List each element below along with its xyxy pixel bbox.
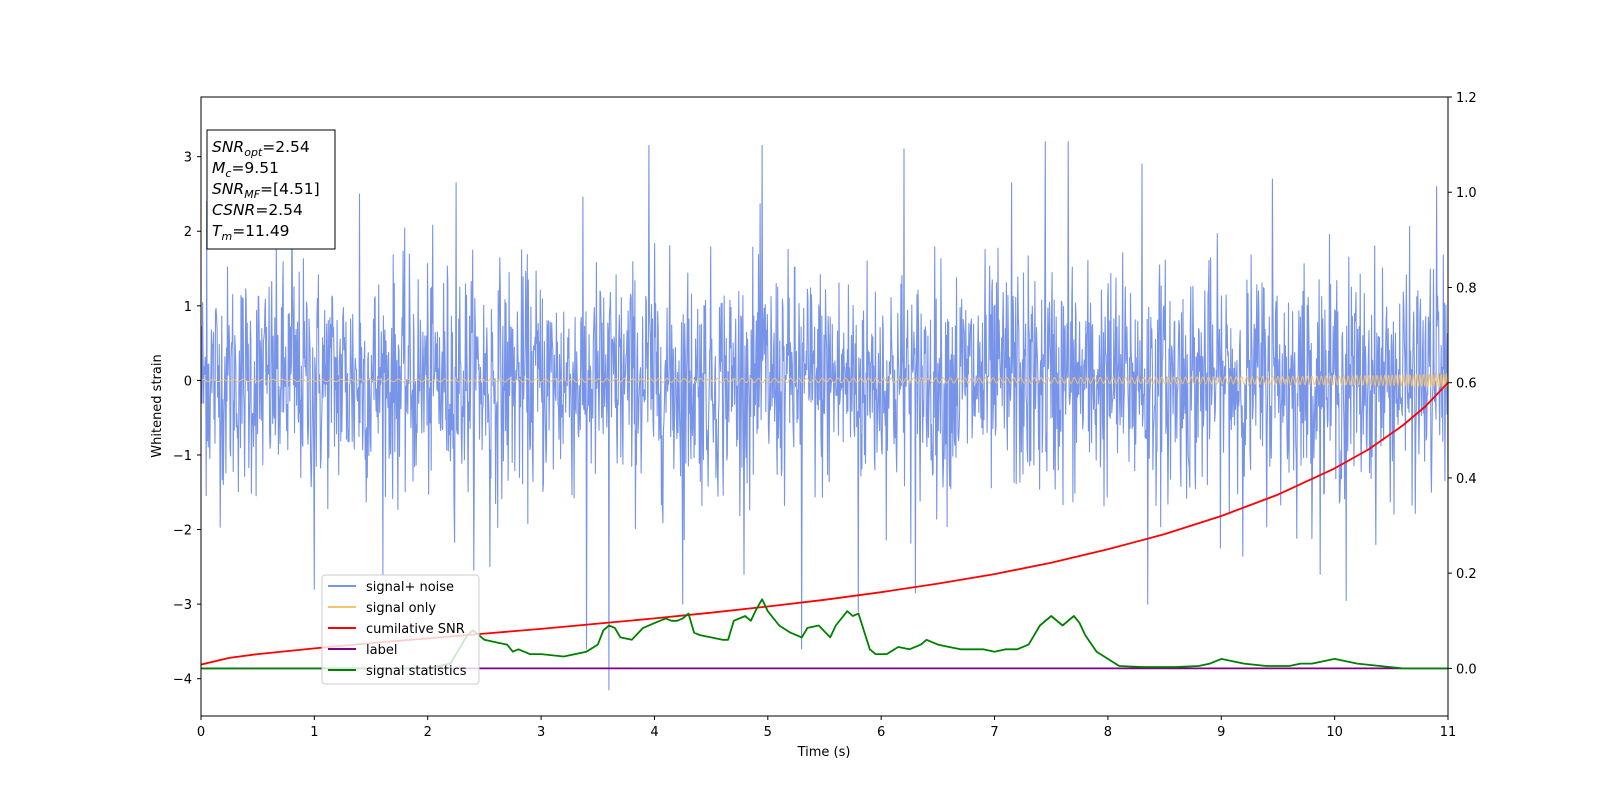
- legend-frame: [321, 574, 480, 685]
- y-tick-label: −4: [173, 673, 192, 688]
- y-tick-label: −3: [173, 598, 192, 613]
- y2-tick-label: 0.8: [1456, 281, 1477, 296]
- annotation-frame: [206, 129, 336, 250]
- y2-tick-label: 0.4: [1456, 472, 1477, 487]
- x-tick-label: 6: [877, 725, 885, 740]
- y2-tick-label: 0.0: [1456, 662, 1477, 677]
- series-line-signal-noise: [201, 141, 1448, 691]
- annotation-value: =[4.51]: [260, 180, 320, 198]
- legend-label: signal+ noise: [366, 580, 454, 595]
- legend-label: label: [366, 643, 397, 658]
- annotation-subscript: c: [225, 167, 231, 180]
- annotation-line: Mc=9.51: [212, 159, 279, 180]
- y2-tick-label: 1.2: [1456, 91, 1477, 106]
- annotation-value: =2.54: [262, 138, 310, 156]
- y-tick-label: −2: [173, 524, 192, 539]
- legend-label: signal statistics: [366, 664, 467, 679]
- x-tick-label: 9: [1217, 725, 1225, 740]
- y-tick-label: −1: [173, 449, 192, 464]
- annotation-box: SNRopt=2.54Mc=9.51SNRMF=[4.51]CSNR=2.54T…: [206, 129, 336, 250]
- x-tick-label: 10: [1326, 725, 1343, 740]
- annotation-subscript: m: [221, 230, 232, 243]
- y-tick-label: 2: [184, 225, 192, 240]
- annotation-symbol: SNR: [212, 138, 244, 156]
- annotation-symbol: SNR: [212, 180, 244, 198]
- y-tick-label: 3: [184, 151, 192, 166]
- annotation-value: =9.51: [231, 159, 279, 177]
- series-line-signal-statistics: [201, 598, 1448, 670]
- annotation-symbol: CSNR: [212, 201, 255, 219]
- annotation-symbol: M: [212, 159, 225, 177]
- annotation-line: CSNR=2.54: [212, 201, 303, 219]
- y2-tick-label: 0.2: [1456, 567, 1477, 582]
- y-tick-label: 0: [184, 374, 192, 389]
- x-tick-label: 3: [537, 725, 545, 740]
- legend: signal+ noise signal only cumilative SNR la…: [321, 574, 480, 685]
- x-tick-label: 8: [1104, 725, 1112, 740]
- x-tick-label: 2: [424, 725, 432, 740]
- x-tick-label: 7: [990, 725, 998, 740]
- series-line-signal-only: [201, 372, 1448, 389]
- annotation-symbol: T: [212, 222, 223, 240]
- annotation-subscript: MF: [244, 188, 260, 201]
- x-tick-label: 5: [764, 725, 772, 740]
- x-axis-label: Time (s): [797, 745, 851, 760]
- y2-tick-label: 1.0: [1456, 186, 1477, 201]
- y-tick-label: 1: [184, 300, 192, 315]
- y2-tick-label: 0.6: [1456, 377, 1477, 392]
- x-tick-label: 0: [197, 725, 205, 740]
- annotation-line: SNRopt=2.54: [212, 138, 310, 159]
- annotation-subscript: opt: [244, 146, 263, 159]
- x-tick-label: 1: [310, 725, 318, 740]
- legend-label: cumilative SNR: [366, 622, 465, 637]
- legend-label: signal only: [366, 601, 436, 616]
- x-tick-label: 4: [650, 725, 658, 740]
- annotation-value: =11.49: [232, 222, 289, 240]
- plot-frame: [200, 96, 1449, 717]
- annotation-line: Tm=11.49: [212, 222, 290, 243]
- annotation-value: =2.54: [255, 201, 303, 219]
- y-axis-label: Whitened strain: [150, 354, 165, 457]
- x-tick-label: 11: [1440, 725, 1457, 740]
- annotation-line: SNRMF=[4.51]: [212, 180, 320, 201]
